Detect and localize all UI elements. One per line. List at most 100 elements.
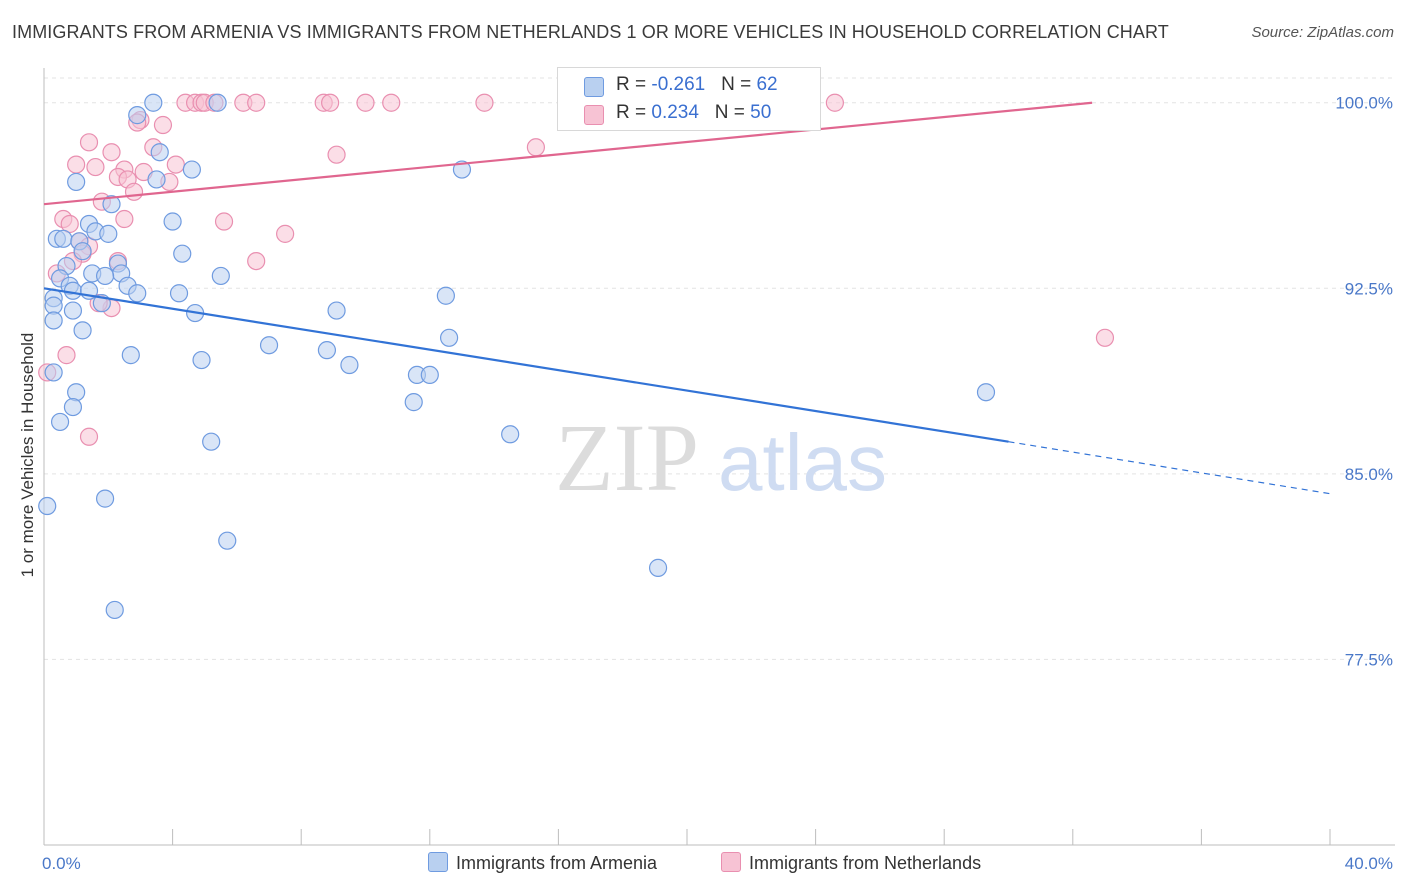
point-armenia <box>163 212 182 231</box>
point-armenia <box>63 301 83 320</box>
point-armenia <box>63 397 83 417</box>
point-armenia <box>501 425 520 444</box>
legend-netherlands-r-value: 0.234 <box>651 102 699 123</box>
point-netherlands <box>247 251 266 271</box>
point-armenia <box>102 195 121 214</box>
point-armenia <box>208 93 227 112</box>
point-armenia <box>439 328 459 347</box>
point-netherlands <box>276 224 295 243</box>
point-netherlands <box>356 93 375 112</box>
point-armenia <box>105 600 124 620</box>
point-armenia <box>63 281 83 300</box>
watermark-zip: ZIP <box>555 404 699 511</box>
point-netherlands <box>79 133 99 152</box>
trend-line-armenia <box>43 287 1009 443</box>
bottom-legend-swatch-armenia <box>428 852 448 872</box>
trend-line-netherlands <box>43 101 1093 206</box>
point-netherlands <box>166 155 185 174</box>
point-netherlands <box>67 155 86 174</box>
bottom-legend-swatch-netherlands <box>721 852 741 872</box>
point-armenia <box>67 383 86 402</box>
point-armenia <box>38 496 57 516</box>
chart-title: IMMIGRANTS FROM ARMENIA VS IMMIGRANTS FR… <box>12 22 1169 42</box>
point-armenia <box>404 393 423 412</box>
bottom-legend-label-armenia: Immigrants from Armenia <box>456 853 658 873</box>
legend-netherlands-n-value: 50 <box>750 102 772 123</box>
legend-armenia-n-value: 62 <box>756 74 778 95</box>
legend-netherlands-r-label: R = <box>616 102 652 123</box>
watermark-atlas: atlas <box>718 418 887 507</box>
point-netherlands <box>102 143 121 162</box>
point-armenia <box>976 383 996 402</box>
point-armenia <box>218 531 237 550</box>
legend-netherlands-n-label: N = <box>714 102 751 123</box>
series-armenia-points <box>38 93 996 620</box>
grid-lines <box>44 77 1395 660</box>
point-armenia <box>182 160 201 179</box>
point-armenia <box>340 355 359 375</box>
point-netherlands <box>57 346 76 365</box>
point-armenia <box>452 160 472 179</box>
point-netherlands <box>327 145 346 164</box>
point-armenia <box>95 489 115 508</box>
point-armenia <box>99 224 118 243</box>
point-armenia <box>202 432 221 451</box>
point-netherlands <box>86 157 105 177</box>
point-armenia <box>44 311 63 330</box>
point-armenia <box>44 363 63 382</box>
series-netherlands-points <box>38 93 1115 446</box>
point-armenia <box>173 244 192 263</box>
point-armenia <box>144 93 163 112</box>
bottom-legend-armenia: Immigrants from Armenia <box>428 852 657 876</box>
point-netherlands <box>79 427 99 446</box>
y-tick-label: 85.0% <box>1345 465 1393 484</box>
point-netherlands <box>475 93 494 112</box>
point-armenia <box>54 229 73 248</box>
point-netherlands <box>153 115 173 135</box>
point-armenia <box>648 558 668 577</box>
legend-armenia-n-label: N = <box>721 74 757 95</box>
y-tick-label: 100.0% <box>1335 94 1393 113</box>
point-netherlands <box>526 138 545 157</box>
point-armenia <box>128 284 147 303</box>
point-armenia <box>50 412 70 432</box>
point-netherlands <box>825 93 844 112</box>
trend-lines <box>43 101 1331 495</box>
point-armenia <box>317 341 337 360</box>
x-tick-label: 40.0% <box>1345 854 1393 873</box>
bottom-legend-label-netherlands: Immigrants from Netherlands <box>749 853 982 873</box>
point-armenia <box>169 284 189 303</box>
point-armenia <box>259 336 279 355</box>
point-armenia <box>211 266 230 286</box>
point-netherlands <box>382 93 401 112</box>
point-armenia <box>192 350 211 370</box>
point-netherlands <box>214 212 234 231</box>
legend-swatch-armenia <box>584 77 604 97</box>
point-armenia <box>95 266 115 286</box>
point-armenia <box>73 321 92 340</box>
point-netherlands <box>247 93 266 112</box>
x-tick-label: 0.0% <box>42 854 81 873</box>
y-tick-label: 92.5% <box>1345 279 1393 298</box>
point-armenia <box>73 242 92 261</box>
point-armenia <box>436 286 455 305</box>
trend-line-armenia-extension <box>1008 441 1331 495</box>
point-netherlands <box>124 182 144 201</box>
point-armenia <box>121 346 140 365</box>
legend-armenia-r-label: R = <box>616 74 652 95</box>
point-armenia <box>147 170 166 189</box>
point-netherlands <box>321 93 340 112</box>
legend-swatch-netherlands <box>584 105 604 125</box>
legend-armenia-r-value: -0.261 <box>651 74 706 95</box>
y-tick-label: 77.5% <box>1345 650 1393 669</box>
point-armenia <box>420 365 439 385</box>
bottom-legend-netherlands: Immigrants from Netherlands <box>721 852 981 876</box>
axes <box>43 68 1395 846</box>
point-netherlands <box>115 209 134 229</box>
watermark: ZIP atlas <box>555 404 887 511</box>
point-armenia <box>67 172 86 192</box>
point-armenia <box>327 301 346 320</box>
correlation-legend: R = -0.261 N = 62 R = 0.234 N = 50 <box>557 67 821 131</box>
point-netherlands <box>1095 328 1115 347</box>
